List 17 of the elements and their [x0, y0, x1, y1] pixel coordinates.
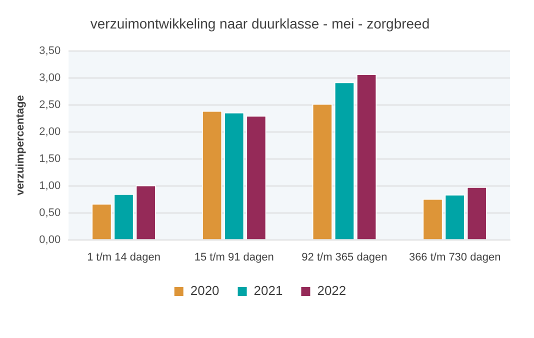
x-tick-label: 366 t/m 730 dagen	[408, 251, 501, 264]
x-tick-label: 92 t/m 365 dagen	[302, 251, 388, 264]
y-tick-label: 3,50	[39, 44, 61, 57]
x-tick-label: 1 t/m 14 dagen	[87, 251, 160, 264]
y-tick-label: 2,50	[39, 98, 61, 111]
legend-label: 2021	[254, 283, 283, 298]
legend-label: 2020	[190, 283, 220, 298]
y-axis-title: verzuimpercentage	[14, 95, 27, 196]
y-tick-label: 1,00	[39, 180, 61, 192]
x-tick-label: 15 t/m 91 dagen	[194, 251, 274, 264]
y-tick-label: 0,50	[39, 206, 61, 219]
y-tick-label: 0,00	[39, 234, 61, 246]
y-tick-label: 2,00	[39, 126, 61, 138]
chart-title: verzuimontwikkeling naar duurklasse - mei - zorgbreed	[90, 15, 430, 32]
y-tick-label: 3,00	[39, 72, 61, 84]
legend-label: 2022	[317, 283, 346, 298]
y-tick-label: 1,50	[39, 152, 61, 165]
